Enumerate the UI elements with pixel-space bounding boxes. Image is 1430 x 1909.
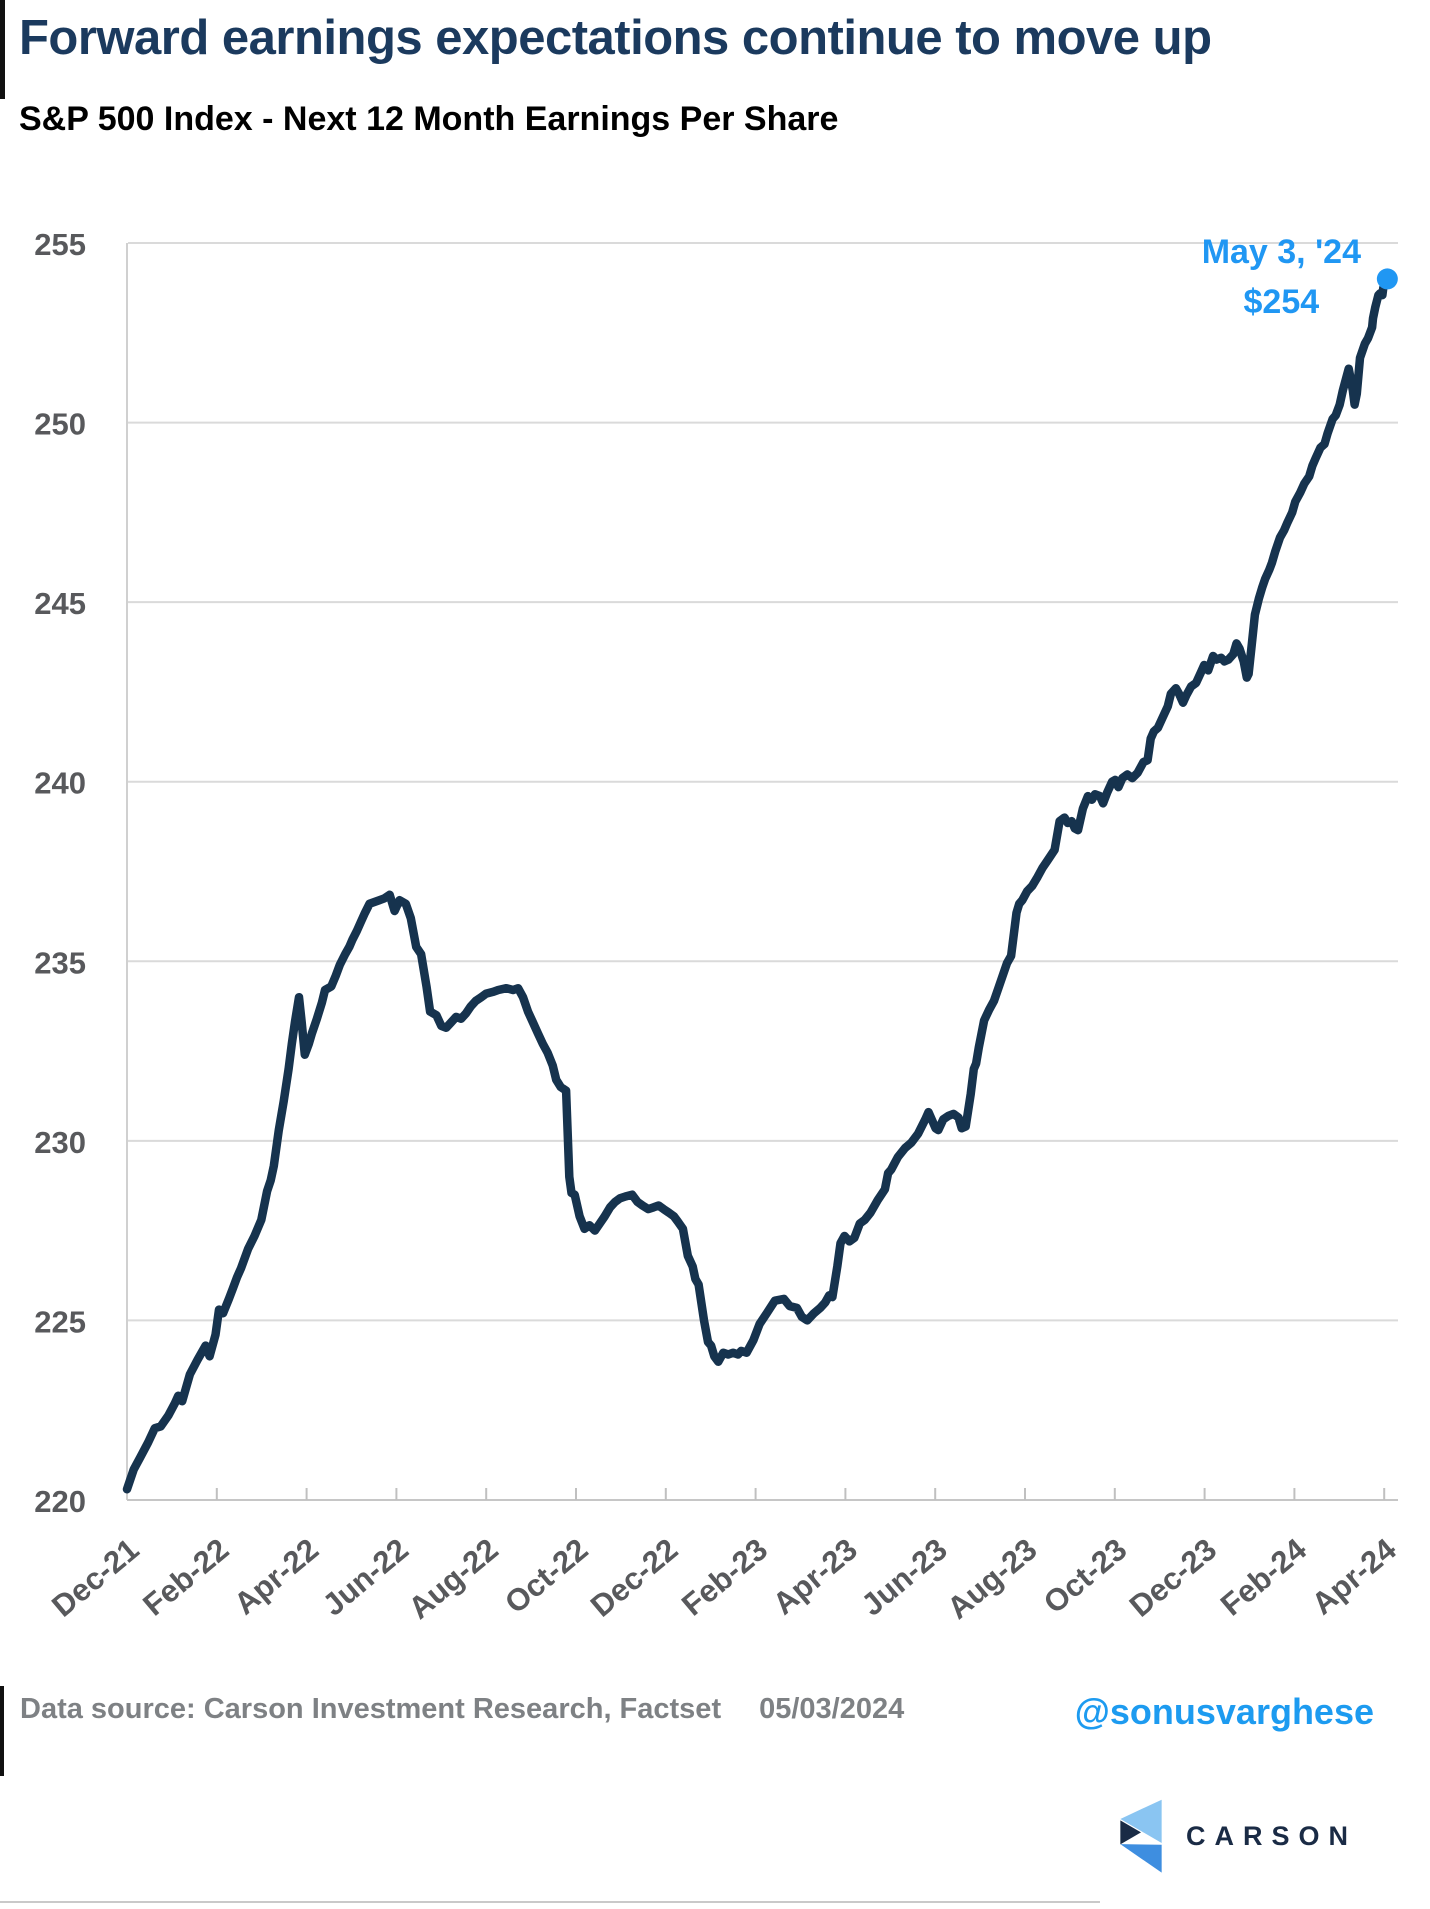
x-tick-label: Apr-22 xyxy=(227,1532,325,1622)
title-accent-bar xyxy=(0,0,5,99)
x-tick-label: Oct-23 xyxy=(1037,1532,1133,1621)
y-tick-label: 240 xyxy=(34,766,86,801)
data-source-note: Data source: Carson Investment Research,… xyxy=(20,1693,904,1726)
annotation-date: May 3, '24 xyxy=(1202,233,1361,271)
footer-accent-bar xyxy=(0,1686,4,1776)
x-tick-label: Aug-23 xyxy=(941,1532,1044,1626)
y-tick-label: 255 xyxy=(34,227,86,262)
y-tick-label: 235 xyxy=(34,945,86,980)
page-title: Forward earnings expectations continue t… xyxy=(19,11,1212,65)
y-tick-label: 225 xyxy=(34,1304,86,1339)
y-tick-label: 220 xyxy=(34,1484,86,1519)
x-tick-label: Apr-24 xyxy=(1305,1531,1403,1621)
x-tick-label: Jun-23 xyxy=(855,1532,954,1623)
bottom-divider xyxy=(0,1901,1100,1903)
y-tick-label: 230 xyxy=(34,1125,86,1160)
x-tick-label: Oct-22 xyxy=(498,1532,594,1621)
x-tick-label: Feb-22 xyxy=(136,1532,235,1623)
x-tick-label: Jun-22 xyxy=(316,1532,415,1623)
x-tick-label: Feb-23 xyxy=(675,1532,774,1623)
x-tick-label: Dec-21 xyxy=(45,1532,145,1624)
carson-logo-icon xyxy=(1120,1799,1162,1873)
eps-line xyxy=(122,274,1392,1494)
eps-line-chart: 220225230235240245250255Dec-21Feb-22Apr-… xyxy=(34,227,1403,1626)
x-tick-label: Dec-23 xyxy=(1123,1532,1223,1624)
annotation-value: $254 xyxy=(1244,283,1320,321)
x-tick-label: Dec-22 xyxy=(584,1532,684,1624)
data-source-date: 05/03/2024 xyxy=(759,1693,905,1725)
x-tick-label: Aug-22 xyxy=(402,1532,505,1626)
x-tick-label: Feb-24 xyxy=(1214,1531,1314,1623)
page-subtitle: S&P 500 Index - Next 12 Month Earnings P… xyxy=(19,100,839,138)
carson-logo: CARSON xyxy=(1120,1799,1357,1873)
end-point-dot xyxy=(1376,268,1398,290)
twitter-handle: @sonusvarghese xyxy=(1074,1691,1374,1732)
y-tick-label: 245 xyxy=(34,586,86,621)
data-source-text: Data source: Carson Investment Research,… xyxy=(20,1693,722,1725)
y-tick-label: 250 xyxy=(34,407,86,442)
x-tick-label: Apr-23 xyxy=(766,1532,864,1622)
carson-logo-text: CARSON xyxy=(1186,1820,1358,1851)
